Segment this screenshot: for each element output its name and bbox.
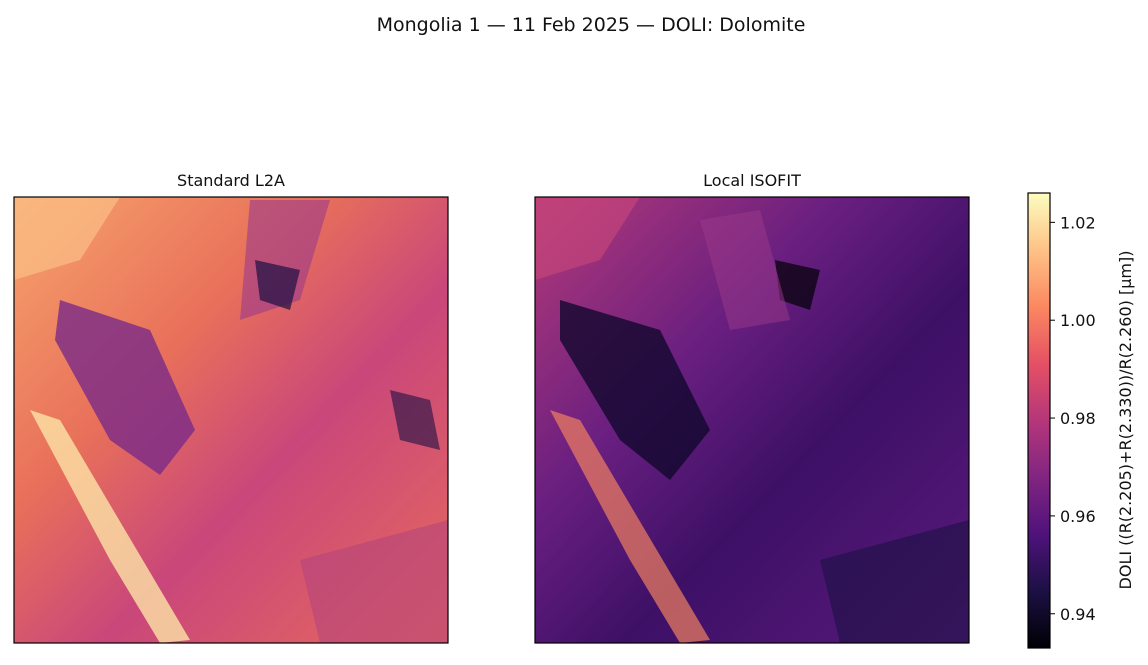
texture <box>535 197 640 280</box>
colorbar-frame <box>1027 192 1051 649</box>
texture <box>55 300 195 475</box>
colorbar-tick-label: 0.94 <box>1060 605 1096 624</box>
panel-left: Standard L2A <box>13 171 449 644</box>
panel-title: Local ISOFIT <box>703 171 801 190</box>
texture <box>300 520 448 643</box>
texture <box>560 300 710 480</box>
colorbar-tick-label: 0.96 <box>1060 507 1096 526</box>
colorbar-tick-label: 1.00 <box>1060 311 1096 330</box>
texture <box>700 210 790 330</box>
axes-frame <box>13 196 449 644</box>
figure-title: Mongolia 1 — 11 Feb 2025 — DOLI: Dolomit… <box>377 14 806 36</box>
texture <box>14 197 120 280</box>
texture <box>550 410 710 643</box>
colorbar: DOLI ((R(2.205)+R(2.330))/R(2.260) [µm])… <box>1027 192 1135 649</box>
panel-right: Local ISOFIT <box>534 171 970 644</box>
colorbar-label: DOLI ((R(2.205)+R(2.330))/R(2.260) [µm]) <box>1116 251 1135 590</box>
panel-title: Standard L2A <box>177 171 285 190</box>
axes-frame <box>534 196 970 644</box>
texture <box>30 410 190 643</box>
colorbar-tick-label: 0.98 <box>1060 409 1096 428</box>
texture <box>775 260 820 310</box>
colorbar-fill <box>1028 193 1050 648</box>
texture <box>390 390 440 450</box>
texture <box>820 520 969 643</box>
texture <box>255 260 300 310</box>
colorbar-tick-label: 1.02 <box>1060 213 1096 232</box>
